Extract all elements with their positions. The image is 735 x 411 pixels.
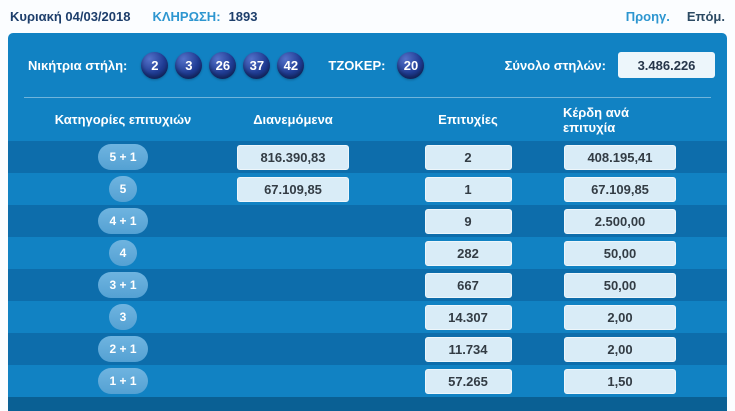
- per-hit-value: 50,00: [564, 272, 676, 298]
- header-hits: Επιτυχίες: [438, 112, 498, 127]
- category-pill: 3 + 1: [98, 272, 148, 298]
- hits-value: 2: [424, 144, 512, 170]
- per-hit-value: 1,50: [564, 368, 676, 394]
- joker-ball: 20: [397, 51, 425, 79]
- number-ball: 42: [277, 51, 305, 79]
- table-row: 5 67.109,85 1 67.109,85: [8, 173, 727, 205]
- table-header-row: Κατηγορίες επιτυχιών Διανεμόμενα Επιτυχί…: [8, 98, 727, 141]
- results-rows: 5 + 1 816.390,83 2 408.195,41 5 67.109,85 1 67.…: [8, 141, 727, 397]
- next-draw-link[interactable]: Επόμ.: [686, 9, 725, 24]
- category-pill: 5 + 1: [98, 144, 148, 170]
- number-ball: 2: [141, 51, 169, 79]
- total-columns-value: 3.486.226: [618, 52, 715, 78]
- category-pill: 5: [108, 176, 138, 202]
- panel-footer: [8, 397, 727, 411]
- hits-value: 1: [424, 176, 512, 202]
- total-columns-label: Σύνολο στηλών:: [504, 57, 606, 73]
- hits-value: 667: [424, 272, 512, 298]
- per-hit-value: 2,00: [564, 336, 676, 362]
- hits-value: 14.307: [424, 304, 512, 330]
- table-row: 3 14.307 2,00: [8, 301, 727, 333]
- joker-label: ΤΖΟΚΕΡ:: [328, 57, 386, 73]
- hits-value: 282: [424, 240, 512, 266]
- per-hit-value: 67.109,85: [564, 176, 676, 202]
- draw-label: ΚΛΗΡΩΣΗ:: [152, 9, 221, 24]
- table-row: 3 + 1 667 50,00: [8, 269, 727, 301]
- category-pill: 4: [108, 240, 138, 266]
- table-row: 1 + 1 57.265 1,50: [8, 365, 727, 397]
- winning-numbers-label: Νικήτρια στήλη:: [28, 57, 128, 73]
- per-hit-value: 50,00: [564, 240, 676, 266]
- category-pill: 2 + 1: [98, 336, 148, 362]
- category-pill: 4 + 1: [98, 208, 148, 234]
- top-bar: Κυριακή 04/03/2018 ΚΛΗΡΩΣΗ: 1893 Προηγ. …: [0, 0, 735, 33]
- hits-value: 9: [424, 208, 512, 234]
- per-hit-value: 408.195,41: [564, 144, 676, 170]
- winning-numbers-section: Νικήτρια στήλη: 2 3 26 37 42 ΤΖΟΚΕΡ: 20 Σύνο…: [8, 33, 727, 97]
- category-pill: 1 + 1: [98, 368, 148, 394]
- previous-draw-link[interactable]: Προηγ.: [625, 9, 670, 24]
- divider: [24, 97, 711, 98]
- table-row: 5 + 1 816.390,83 2 408.195,41: [8, 141, 727, 173]
- header-categories: Κατηγορίες επιτυχιών: [54, 112, 192, 127]
- table-row: 4 + 1 9 2.500,00: [8, 205, 727, 237]
- number-ball: 3: [175, 51, 203, 79]
- table-row: 2 + 1 11.734 2,00: [8, 333, 727, 365]
- header-per-hit: Κέρδη ανά επιτυχία: [563, 104, 629, 135]
- per-hit-value: 2.500,00: [564, 208, 676, 234]
- number-ball: 37: [243, 51, 271, 79]
- header-distributed: Διανεμόμενα: [253, 112, 333, 127]
- number-ball: 26: [209, 51, 237, 79]
- category-pill: 3: [108, 304, 138, 330]
- distributed-value: 816.390,83: [237, 144, 349, 170]
- results-panel: Νικήτρια στήλη: 2 3 26 37 42 ΤΖΟΚΕΡ: 20 Σύνο…: [8, 33, 727, 411]
- hits-value: 11.734: [424, 336, 512, 362]
- draw-number: 1893: [228, 9, 258, 24]
- table-row: 4 282 50,00: [8, 237, 727, 269]
- hits-value: 57.265: [424, 368, 512, 394]
- draw-date: Κυριακή 04/03/2018: [10, 9, 131, 24]
- distributed-value: 67.109,85: [237, 176, 349, 202]
- per-hit-value: 2,00: [564, 304, 676, 330]
- winning-numbers: 2 3 26 37 42: [141, 51, 305, 79]
